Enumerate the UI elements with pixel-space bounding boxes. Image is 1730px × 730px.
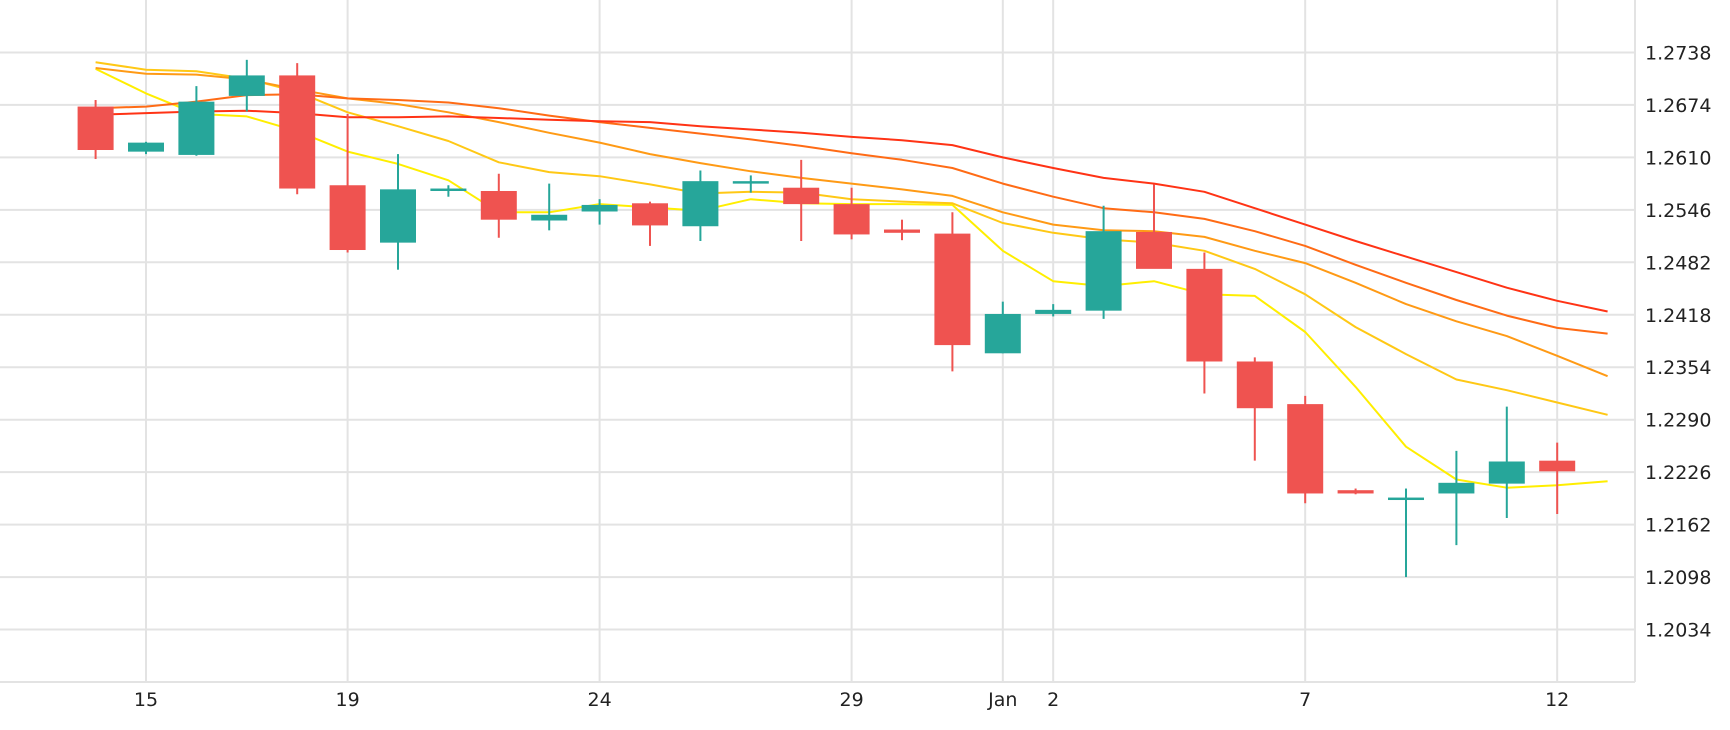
x-axis-tick-labels: 15192429Jan271216	[134, 689, 1569, 711]
candle-body	[1488, 461, 1525, 484]
candle-body	[77, 106, 114, 151]
candle	[1136, 184, 1172, 269]
candle-body	[934, 233, 971, 346]
y-tick-label: 1.2226	[1645, 462, 1711, 484]
y-tick-label: 1.2290	[1645, 410, 1711, 432]
candle	[1287, 395, 1324, 504]
y-tick-label: 1.2482	[1645, 252, 1711, 274]
candle-body	[833, 204, 870, 235]
candle-body	[1337, 490, 1374, 494]
x-tick-label: 12	[1545, 689, 1569, 711]
candle-body	[783, 187, 820, 205]
y-tick-label: 1.2546	[1645, 200, 1711, 222]
candle	[884, 219, 920, 241]
candle-body	[632, 203, 668, 226]
candle-body	[531, 214, 568, 221]
candle	[1337, 488, 1374, 495]
y-tick-label: 1.2098	[1645, 567, 1711, 589]
candle-body	[1186, 268, 1223, 362]
candle-body	[1035, 309, 1072, 314]
x-tick-label: Jan	[987, 689, 1017, 711]
candle	[783, 159, 820, 241]
candle	[1388, 488, 1424, 578]
candle-body	[1388, 497, 1424, 501]
candle	[732, 175, 769, 193]
candle	[581, 199, 618, 225]
candle	[178, 86, 215, 156]
y-tick-label: 1.2738	[1645, 42, 1711, 64]
x-tick-label: 15	[134, 689, 158, 711]
candle	[1186, 252, 1223, 394]
candle-body	[279, 75, 316, 189]
candle-body	[984, 313, 1021, 354]
x-tick-label: 29	[840, 689, 864, 711]
candle-body	[430, 188, 467, 191]
candle-body	[1236, 361, 1273, 409]
candle-body	[1438, 482, 1475, 494]
y-tick-label: 1.2418	[1645, 305, 1711, 327]
y-tick-label: 1.2674	[1645, 95, 1711, 117]
candle	[833, 187, 870, 240]
candle	[329, 113, 366, 253]
candle-body	[480, 190, 517, 220]
candle-body	[228, 75, 265, 96]
y-axis-tick-labels: 1.2738 1.2674 1.2610 1.2546 1.2482 1.2418 1.23…	[1645, 42, 1711, 641]
candle	[77, 100, 114, 160]
x-tick-label: 19	[336, 689, 360, 711]
candle	[1236, 357, 1273, 461]
candle	[1438, 450, 1475, 546]
y-tick-label: 1.2354	[1645, 357, 1711, 379]
candle	[1085, 205, 1122, 319]
x-tick-label: 24	[588, 689, 612, 711]
candle	[430, 185, 467, 197]
y-tick-label: 1.2034	[1645, 620, 1711, 642]
candle-body	[380, 189, 416, 243]
candle	[1539, 442, 1576, 514]
x-tick-label: 7	[1299, 689, 1311, 711]
candle	[279, 63, 316, 195]
candle	[1488, 406, 1525, 519]
y-tick-label: 1.2162	[1645, 515, 1711, 537]
candle	[682, 170, 719, 241]
y-tick-label: 1.2610	[1645, 147, 1711, 169]
candle-body	[581, 204, 618, 212]
candle	[1035, 304, 1072, 317]
candle	[380, 154, 416, 270]
ma-line-4	[95, 93, 1608, 335]
candle-body	[884, 229, 920, 233]
candle-body	[1136, 231, 1172, 269]
candle-body	[1287, 404, 1324, 494]
candle	[531, 183, 568, 231]
candle-body	[329, 185, 366, 251]
candle-body	[178, 101, 215, 155]
candles	[77, 59, 1576, 578]
candle-body	[1085, 231, 1122, 311]
candle	[984, 301, 1021, 354]
candle	[228, 59, 265, 112]
candle-body	[128, 142, 164, 152]
x-tick-label: 2	[1047, 689, 1059, 711]
candle	[128, 141, 164, 155]
candle-body	[682, 181, 719, 227]
candle-body	[732, 181, 769, 184]
candle	[934, 212, 971, 372]
grid	[0, 0, 1636, 683]
candle	[632, 201, 668, 246]
candle	[480, 173, 517, 238]
candle-body	[1539, 460, 1576, 472]
